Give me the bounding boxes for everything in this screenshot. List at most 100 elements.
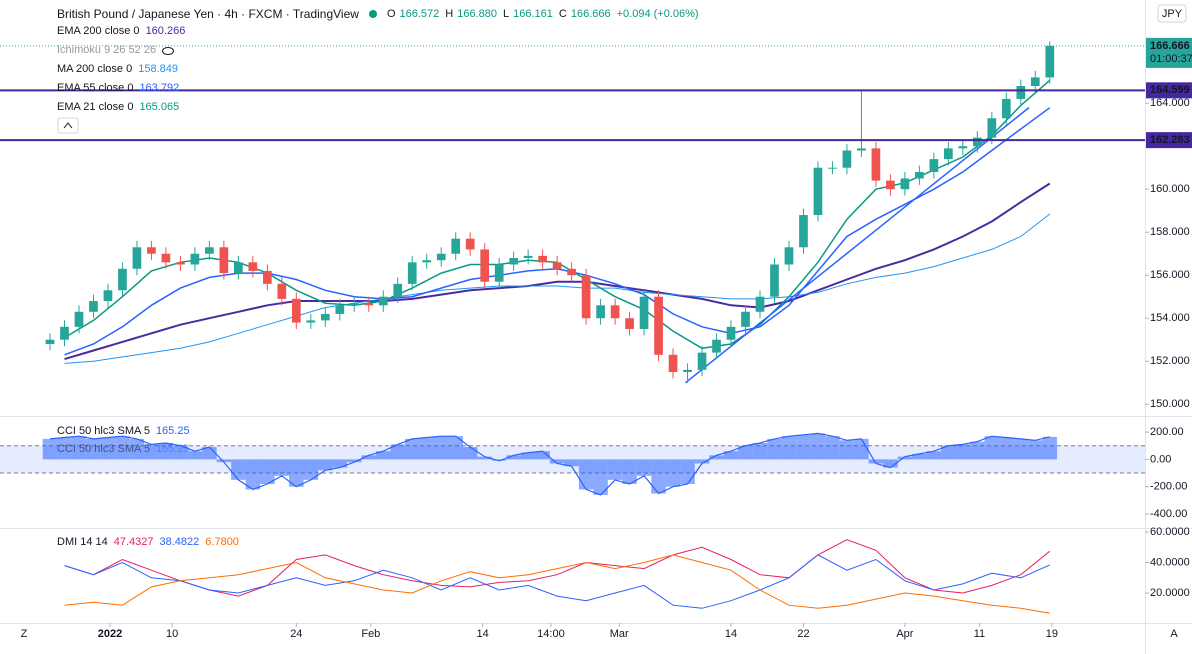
candle-body: [668, 354, 678, 372]
legend-value: 160.266: [145, 25, 186, 37]
cci-bar: [651, 459, 666, 494]
cci-bar: [854, 438, 869, 460]
cci-bar: [752, 442, 768, 460]
candle-body: [118, 268, 127, 291]
cci-bar: [158, 442, 174, 460]
legend-value: 165.25: [155, 425, 190, 437]
line: [64, 79, 1051, 350]
candle-body: [190, 253, 200, 265]
candle-body: [147, 247, 156, 254]
left-button[interactable]: Z: [21, 628, 28, 640]
candle-body: [799, 215, 808, 248]
trend-line: [685, 106, 1030, 384]
candle-body: [1001, 98, 1011, 119]
cci-bar: [883, 459, 898, 468]
cci-bar: [129, 438, 145, 460]
candle-body: [176, 262, 185, 265]
legend-value: 47.4327: [113, 536, 154, 548]
candle-body: [712, 339, 721, 353]
cci-bar: [303, 459, 319, 480]
candle-body: [813, 167, 823, 216]
pane: [45, 41, 1055, 384]
candle-body: [60, 326, 69, 340]
x-tick-label: Mar: [610, 628, 629, 640]
currency-button[interactable]: [1157, 4, 1187, 23]
cci-bar: [622, 459, 637, 484]
collapse-button[interactable]: [57, 117, 79, 134]
currency[interactable]: JPY: [1162, 8, 1183, 20]
x-tick-label: 2022: [98, 628, 122, 640]
y-tick-label: 20.0000: [1150, 587, 1190, 599]
legend-row: EMA 200 close 0 160.266: [57, 25, 185, 37]
cci-bar: [694, 459, 710, 464]
ohlc-value: 166.161: [513, 8, 553, 20]
auto-scale-button[interactable]: A: [1170, 628, 1178, 640]
cci-bar: [245, 459, 261, 490]
candle-body: [552, 262, 562, 269]
candle-body: [842, 150, 852, 168]
candle-body: [770, 264, 779, 297]
cci-bar: [404, 438, 420, 460]
candle-body: [364, 303, 374, 306]
cci-bar: [361, 455, 377, 460]
cci-bar: [477, 456, 492, 460]
candle-body: [726, 326, 736, 340]
cci-bar: [71, 436, 87, 460]
pane: [64, 539, 1051, 614]
y-tick-label: 154.000: [1150, 312, 1190, 324]
candle-body: [741, 311, 750, 327]
candle-body: [784, 247, 794, 265]
candle-body: [857, 148, 866, 151]
cci-bar: [738, 445, 753, 460]
y-tick-label: 156.000: [1150, 269, 1190, 281]
candle-body: [639, 296, 649, 329]
candle-body: [523, 255, 533, 259]
candle-body: [509, 258, 519, 265]
y-tick-label: -400.00: [1150, 508, 1187, 520]
candle-body: [132, 247, 142, 269]
cci-bar: [390, 444, 405, 460]
price-label: 162.283: [1150, 134, 1190, 146]
legend-row: CCI 50 hlc3 SMA 5 165.25: [57, 425, 190, 437]
candle-body: [234, 262, 243, 274]
candle-body: [944, 148, 953, 160]
candle-body: [494, 264, 504, 282]
ohlc-label: H: [445, 8, 454, 20]
cci-bar: [1013, 438, 1029, 460]
candle-body: [567, 268, 576, 276]
legend-name: CCI 50 hlc3 SMA 5: [57, 425, 150, 437]
candle-body: [1016, 86, 1026, 99]
cci-bar: [376, 451, 391, 460]
cci-bar: [231, 459, 246, 480]
legend-value: 165.065: [139, 101, 180, 113]
cci-bar: [100, 437, 116, 460]
y-tick-label: 0.00: [1150, 453, 1171, 465]
pane: [0, 432, 1145, 496]
ohlc: O 166.572 H 166.880 L 166.161 C 166.666: [387, 8, 613, 20]
candle-body: [972, 137, 982, 147]
cci-bar: [839, 440, 855, 460]
y-tick-label: 60.0000: [1150, 526, 1190, 538]
candle-body: [480, 249, 490, 282]
candle-body: [161, 253, 171, 263]
candle-body: [378, 296, 388, 306]
cci-bar: [999, 437, 1014, 460]
candle-body: [205, 247, 214, 254]
cci-bar: [593, 459, 608, 495]
line: [64, 213, 1051, 364]
candle-body: [987, 118, 997, 138]
header: British Pound / Japanese Yen · 4h · FXCM…: [57, 7, 699, 21]
candle-body: [581, 275, 591, 319]
last-price-label: 166.666: [1150, 40, 1190, 52]
legend-name: CCI 50 hlc3 SMA 5: [57, 443, 150, 455]
y-tick-label: 40.0000: [1150, 556, 1190, 568]
x-tick-label: 14: [476, 628, 488, 640]
cci-bar: [1028, 440, 1043, 460]
candle-body: [306, 320, 316, 323]
cci-bar: [723, 451, 739, 460]
cci-bar: [289, 459, 304, 487]
cci-bar: [680, 459, 695, 484]
cci-bar: [115, 436, 130, 460]
candle-body: [755, 296, 765, 312]
